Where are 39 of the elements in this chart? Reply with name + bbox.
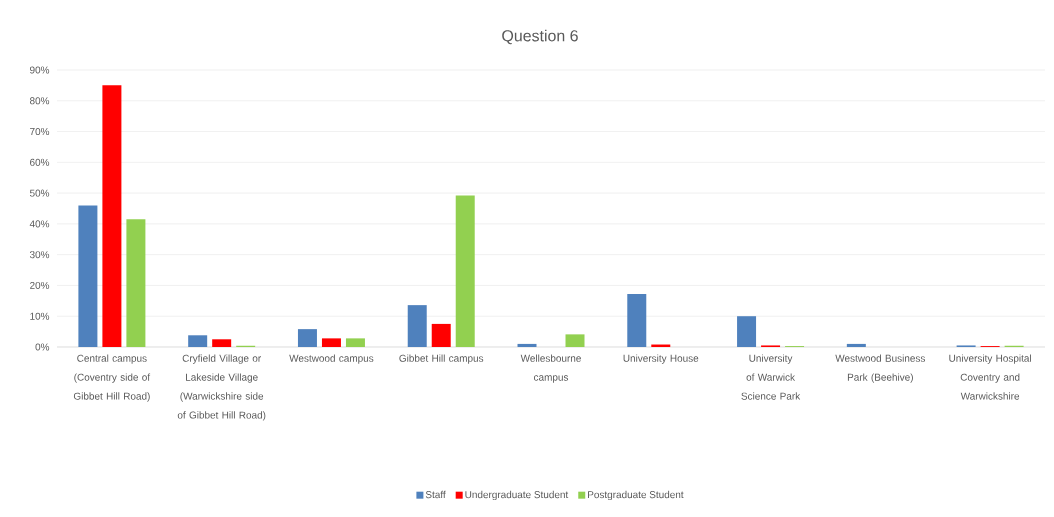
bar (297, 329, 317, 347)
legend-label: Staff (425, 490, 446, 499)
y-tick-label: 50% (29, 189, 50, 197)
bar (407, 305, 427, 347)
y-tick-label: 10% (30, 312, 50, 320)
category-label: Wellesbourne campus (520, 354, 581, 383)
x-tick-label: Cryfield Village or Lakeside Village (Warwickshire side of Gibbet Hill Road) (177, 354, 266, 421)
bar (78, 205, 98, 347)
bar (126, 219, 146, 347)
y-tick-label: 80% (29, 97, 50, 105)
bar (627, 294, 647, 347)
x-tick-label: University House (623, 354, 699, 364)
bar (737, 316, 757, 347)
x-tick-label: Westwood campus (289, 354, 374, 364)
y-tick-label: 40% (29, 220, 50, 228)
bar (102, 85, 122, 347)
bar (565, 334, 585, 347)
x-tick-label: University of Warwick Science Park (741, 354, 801, 400)
bar (517, 343, 537, 347)
bar (345, 338, 365, 347)
y-tick-label: 20% (30, 281, 50, 289)
x-tick-label: University Hospital Coventry and Warwickshire (949, 354, 1031, 400)
x-tick-label: Central campus (Coventry side of Gibbet Hill Road) (73, 354, 151, 402)
chart-title: Question 6 (502, 29, 578, 45)
y-tick-label: 0% (35, 343, 50, 351)
legend-label: Postgraduate Student (588, 490, 684, 501)
x-tick-label: Westwood Business Park (Beehive) (835, 354, 925, 383)
legend-label: Undergraduate Student (465, 490, 569, 501)
bar (846, 343, 866, 347)
y-tick-label: 90% (30, 66, 50, 74)
y-tick-label: 60% (30, 158, 50, 166)
x-tick-label: Gibbet Hill campus (399, 354, 484, 364)
bar (455, 195, 475, 347)
bar (188, 335, 208, 347)
y-tick-label: 30% (29, 251, 50, 259)
y-tick-label: 70% (30, 128, 50, 136)
bar (431, 323, 451, 347)
bar (321, 338, 341, 347)
bar (212, 339, 232, 347)
